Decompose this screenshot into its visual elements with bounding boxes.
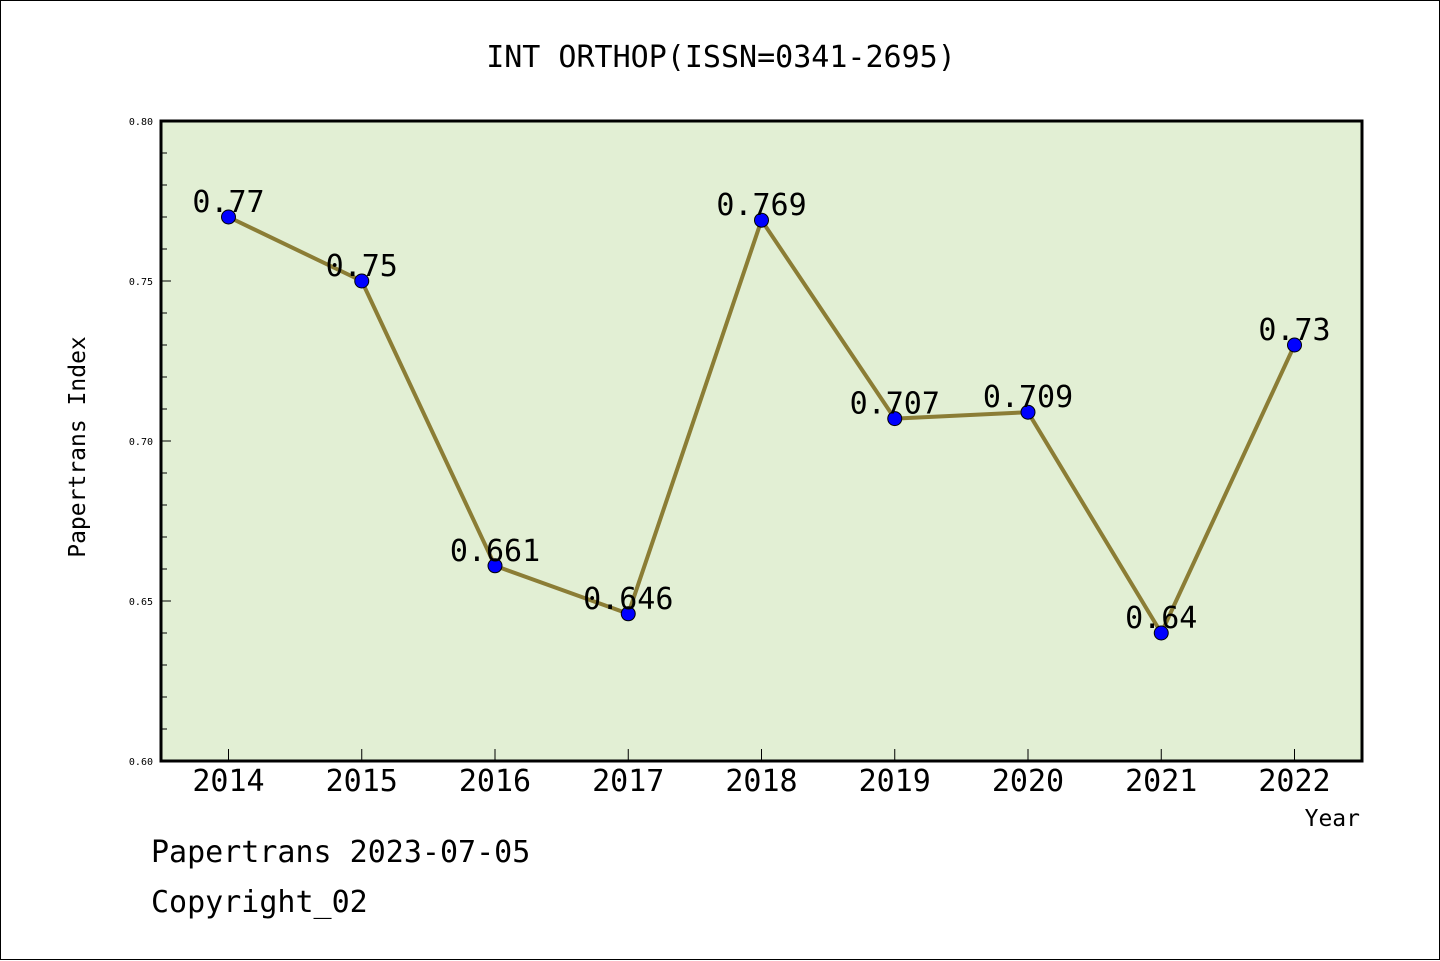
y-axis-label: Papertrans Index bbox=[65, 336, 91, 558]
data-label: 0.707 bbox=[850, 387, 940, 422]
data-label: 0.709 bbox=[983, 380, 1073, 415]
data-point bbox=[1153, 625, 1169, 641]
series-line-group bbox=[221, 209, 1302, 641]
y-tick-label: 0.60 bbox=[129, 757, 153, 768]
footer-copyright: Copyright_02 bbox=[151, 885, 368, 920]
data-label: 0.646 bbox=[583, 582, 673, 617]
footer-source: Papertrans 2023-07-05 bbox=[151, 835, 531, 870]
y-tick-label: 0.75 bbox=[129, 277, 153, 288]
x-tick-label: 2019 bbox=[859, 764, 931, 799]
y-tick-label: 0.65 bbox=[129, 597, 153, 608]
data-label-group: 0.77 0.75 0.661 0.646 0.769 0.707 0.709 0.64 0.7… bbox=[192, 185, 1330, 636]
data-point bbox=[354, 273, 370, 289]
y-tick-label: 0.70 bbox=[129, 437, 153, 448]
y-axis-ticks: 0.60 0.65 0.70 0.75 0.80 bbox=[129, 117, 171, 768]
chart-title: INT ORTHOP(ISSN=0341-2695) bbox=[486, 40, 956, 75]
data-label: 0.769 bbox=[716, 188, 806, 223]
x-tick-label: 2021 bbox=[1125, 764, 1197, 799]
data-point bbox=[754, 212, 769, 228]
x-axis-ticks: 2014 2015 2016 2017 2018 2019 2020 2021 2022 bbox=[192, 749, 1331, 799]
data-point bbox=[221, 209, 236, 225]
x-axis-label: Year bbox=[1305, 806, 1360, 832]
data-point bbox=[1287, 337, 1302, 353]
data-point bbox=[887, 411, 903, 427]
data-label: 0.73 bbox=[1258, 313, 1330, 348]
x-tick-label: 2014 bbox=[192, 764, 264, 799]
data-label: 0.77 bbox=[192, 185, 264, 220]
x-tick-label: 2018 bbox=[725, 764, 797, 799]
data-label: 0.64 bbox=[1125, 601, 1197, 636]
x-tick-label: 2020 bbox=[992, 764, 1064, 799]
data-label: 0.661 bbox=[450, 534, 540, 569]
x-tick-label: 2017 bbox=[592, 764, 664, 799]
x-tick-label: 2015 bbox=[326, 764, 398, 799]
data-point bbox=[620, 606, 636, 622]
x-tick-label: 2016 bbox=[459, 764, 531, 799]
y-tick-label: 0.80 bbox=[129, 117, 153, 128]
data-label: 0.75 bbox=[326, 249, 398, 284]
x-tick-label: 2022 bbox=[1258, 764, 1330, 799]
data-point bbox=[487, 558, 503, 574]
data-point bbox=[1020, 404, 1036, 420]
